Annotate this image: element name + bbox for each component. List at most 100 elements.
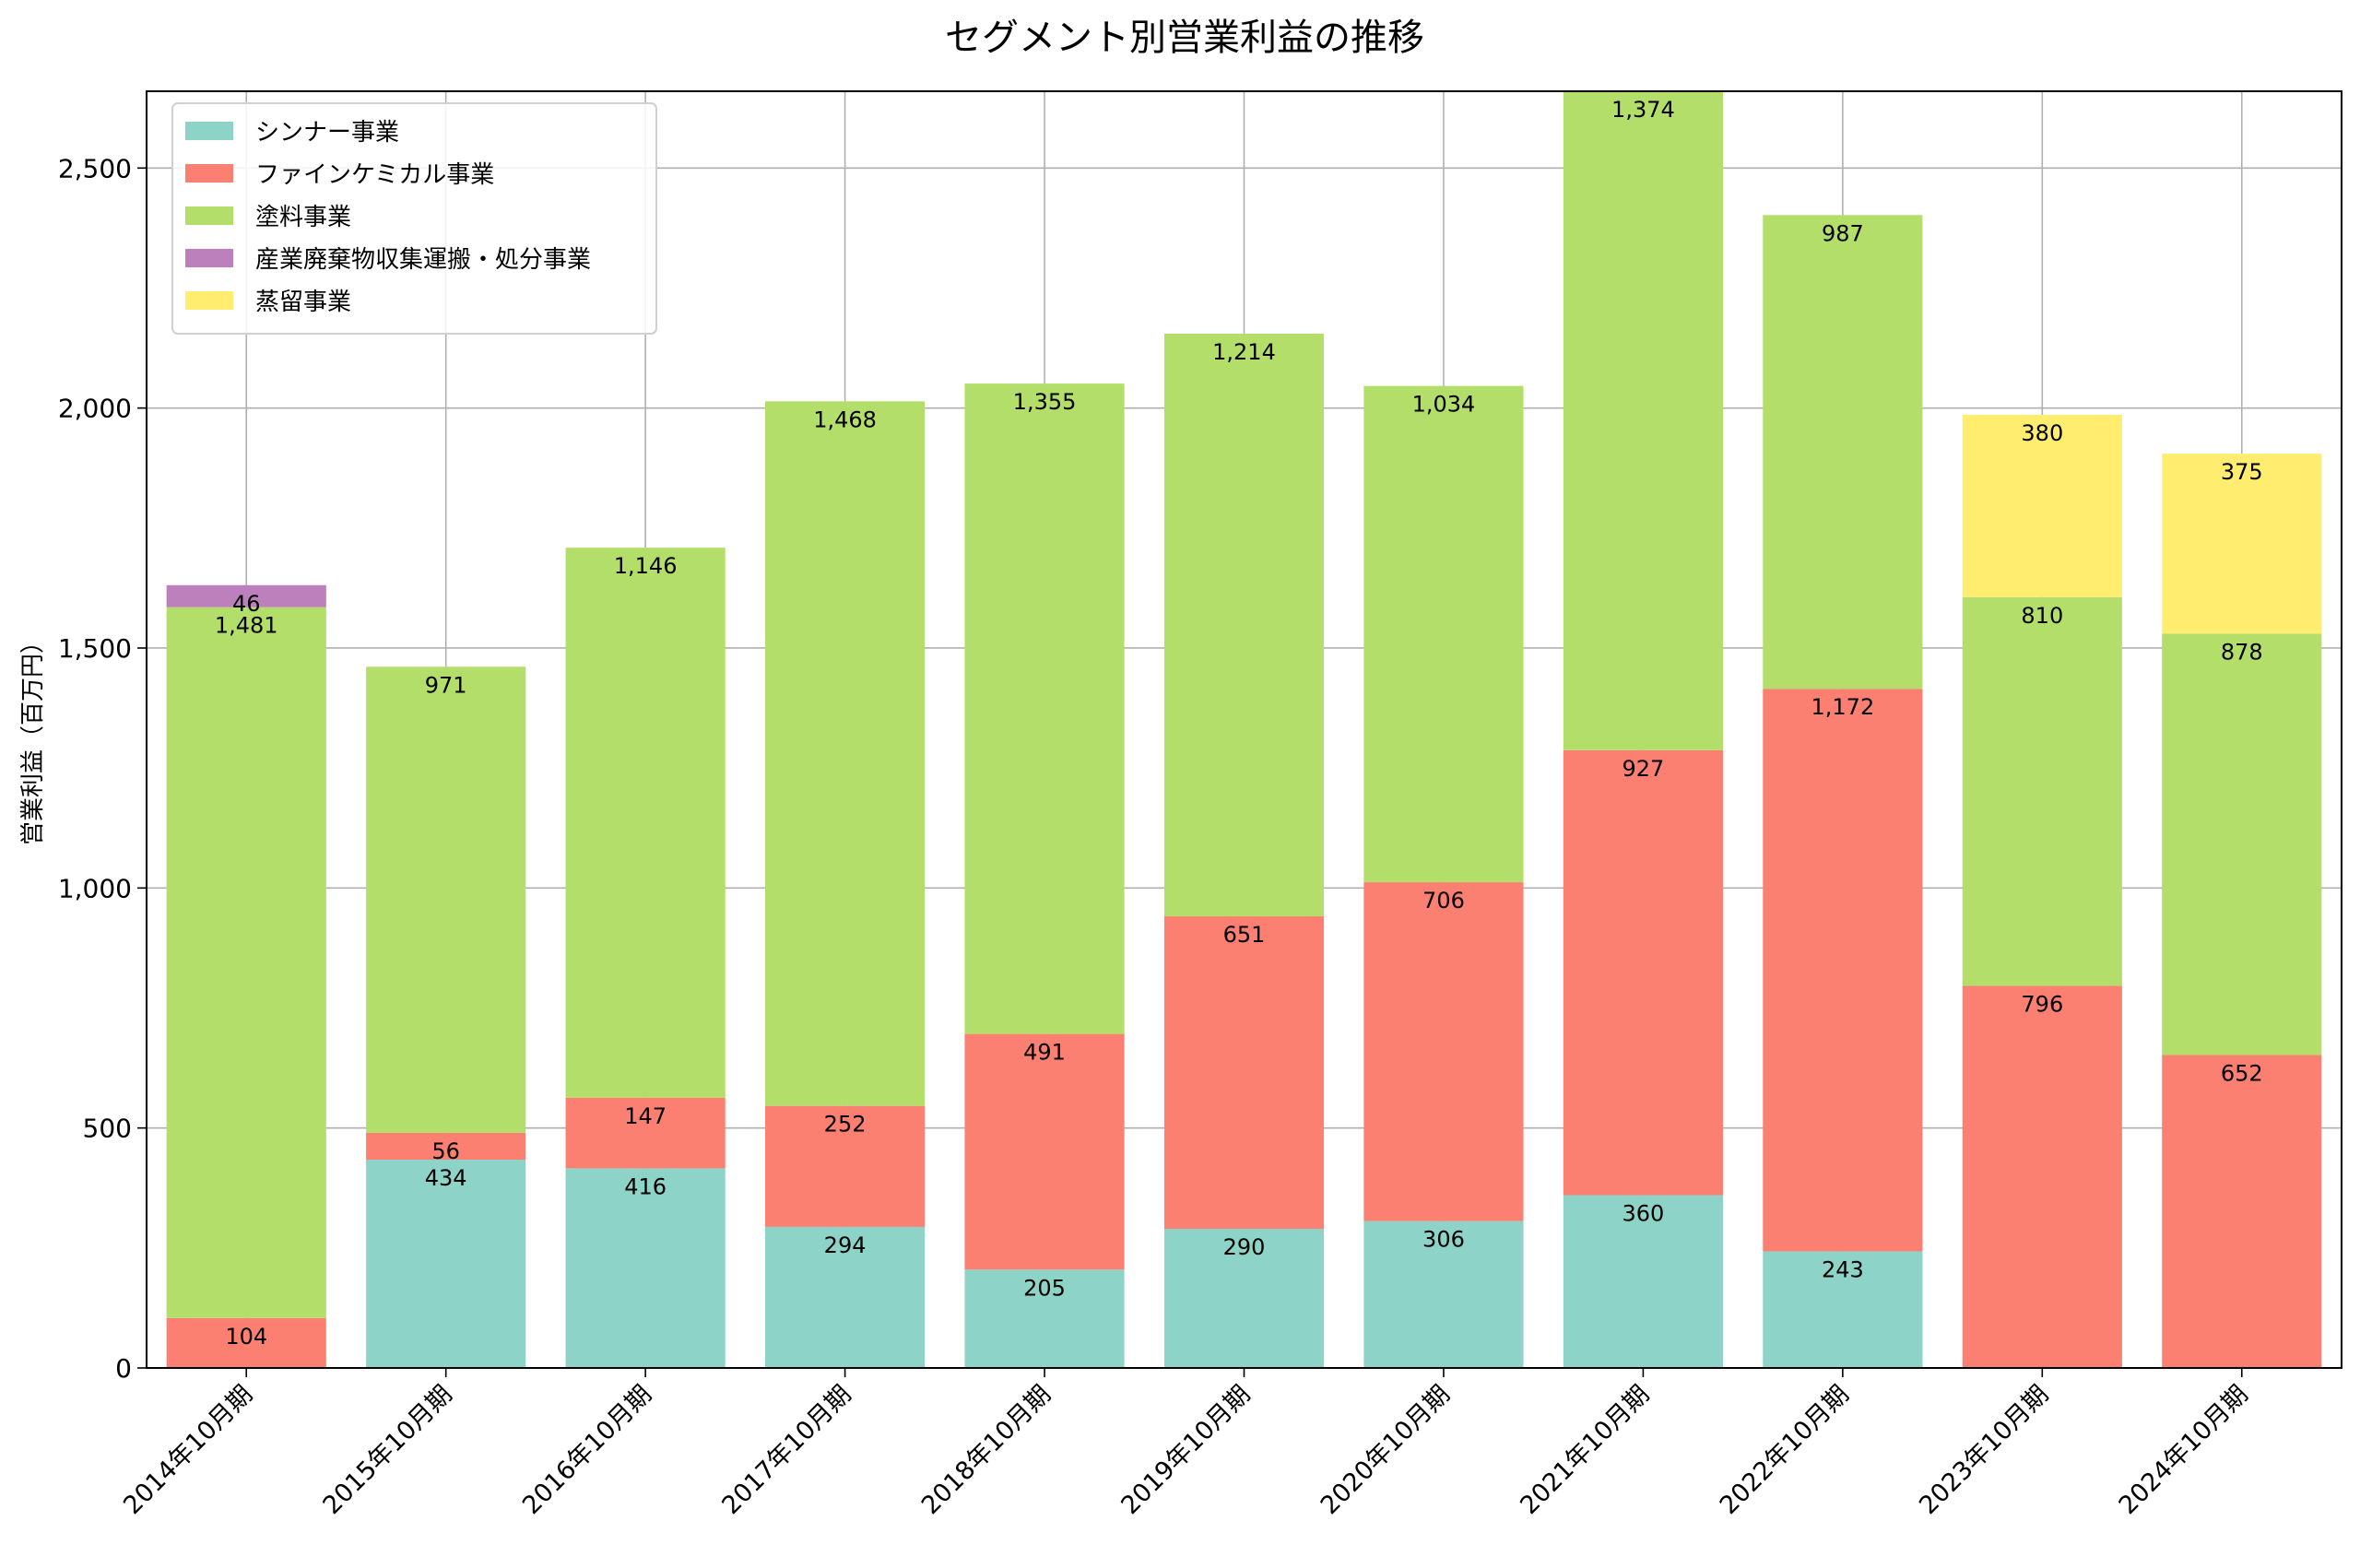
x-tick-label: 2015年10月期: [318, 1380, 458, 1520]
data-label: 306: [1422, 1227, 1465, 1253]
legend-swatch: [185, 291, 233, 310]
bar-segment: [765, 1226, 926, 1368]
bar-segment: [1563, 749, 1723, 1196]
data-label: 360: [1622, 1201, 1665, 1227]
bar-segment: [2162, 454, 2322, 634]
legend-label: 塗料事業: [255, 204, 351, 231]
bar-segment: [366, 666, 526, 1133]
data-label: 1,172: [1811, 694, 1875, 720]
data-label: 796: [2021, 992, 2063, 1018]
data-label: 491: [1023, 1040, 1066, 1066]
bars: [166, 91, 2322, 1368]
y-tick-label: 1,500: [58, 633, 132, 664]
bar-segment: [366, 1160, 526, 1368]
y-axis-label: 営業利益（百万円）: [19, 630, 47, 845]
y-tick-label: 2,500: [58, 153, 132, 183]
bar-segment: [1363, 1220, 1524, 1368]
data-label: 416: [624, 1173, 667, 1199]
data-label: 1,481: [215, 613, 278, 639]
data-label: 652: [2221, 1061, 2263, 1087]
data-label: 375: [2221, 459, 2263, 485]
bar-segment: [2162, 633, 2322, 1055]
data-label: 252: [824, 1112, 867, 1138]
x-tick-label: 2014年10月期: [118, 1380, 258, 1520]
legend-swatch: [185, 249, 233, 267]
data-label: 927: [1622, 756, 1665, 782]
bar-segment: [964, 383, 1125, 1034]
x-tick-label: 2017年10月期: [716, 1380, 856, 1520]
bar-segment: [1163, 333, 1325, 917]
bar-segment: [1163, 1229, 1325, 1368]
x-tick-label: 2023年10月期: [1914, 1380, 2054, 1520]
data-label: 971: [425, 672, 467, 698]
legend-swatch: [185, 164, 233, 183]
bar-segment: [1763, 689, 1923, 1252]
bar-value-labels: 434 416 294 205 290 306 360 243 104 56 147 252 491 65…: [215, 97, 2263, 1350]
y-tick-label: 1,000: [58, 873, 132, 903]
bar-segment: [1962, 414, 2122, 597]
bar-segment: [964, 1033, 1125, 1270]
legend-box: [171, 102, 657, 335]
legend-swatch: [185, 206, 233, 225]
bar-segment: [166, 584, 326, 607]
bar-segment: [1363, 882, 1524, 1221]
y-tick-label: 2,000: [58, 394, 132, 424]
data-label: 878: [2221, 639, 2263, 665]
data-label: 147: [624, 1103, 667, 1129]
data-label: 46: [232, 591, 261, 617]
x-tick-label: 2019年10月期: [1115, 1380, 1256, 1520]
data-label: 243: [1822, 1256, 1864, 1282]
data-label: 810: [2021, 603, 2063, 629]
data-label: 205: [1023, 1275, 1066, 1301]
data-label: 987: [1822, 220, 1864, 246]
data-label: 1,034: [1412, 392, 1476, 418]
data-label: 651: [1223, 922, 1266, 948]
x-tick-label: 2021年10月期: [1515, 1380, 1655, 1520]
data-label: 380: [2021, 420, 2063, 446]
bar-segment: [1363, 385, 1524, 883]
data-label: 434: [425, 1165, 467, 1191]
data-label: 56: [431, 1138, 460, 1164]
bar-segment: [565, 1097, 726, 1169]
data-label: 1,146: [614, 553, 678, 579]
bar-segment: [1563, 91, 1723, 750]
bar-segment: [166, 607, 326, 1318]
legend-label: 蒸留事業: [255, 289, 351, 316]
bar-segment: [366, 1132, 526, 1161]
legend-label: 産業廃棄物収集運搬・処分事業: [255, 246, 591, 274]
bar-segment: [565, 1168, 726, 1368]
data-label: 1,355: [1013, 389, 1077, 415]
data-label: 1,468: [813, 407, 877, 432]
bar-segment: [1563, 1195, 1723, 1368]
legend-swatch: [185, 122, 233, 140]
x-tick-label: 2022年10月期: [1715, 1380, 1855, 1520]
bar-segment: [1163, 916, 1325, 1230]
x-tick-label: 2020年10月期: [1316, 1380, 1456, 1520]
data-label: 1,214: [1212, 339, 1276, 365]
x-tick-label: 2024年10月期: [2114, 1380, 2254, 1520]
data-label: 290: [1223, 1234, 1266, 1260]
bar-segment: [964, 1269, 1125, 1368]
legend-label: シンナー事業: [255, 119, 399, 147]
data-label: 294: [824, 1232, 867, 1258]
data-label: 706: [1422, 888, 1465, 914]
bar-segment: [166, 1317, 326, 1368]
bar-segment: [1962, 596, 2122, 986]
bar-segment: [2162, 1055, 2322, 1368]
bar-segment: [1763, 215, 1923, 690]
chart-title: セグメント別営業利益の推移: [945, 17, 1424, 59]
x-tick-label: 2018年10月期: [916, 1380, 1056, 1520]
y-tick-label: 0: [115, 1353, 132, 1384]
data-label: 1,374: [1611, 97, 1675, 123]
bar-segment: [765, 1105, 926, 1227]
bar-segment: [765, 401, 926, 1106]
bar-segment: [1763, 1251, 1923, 1368]
bar-segment: [565, 548, 726, 1098]
legend-label: ファインケミカル事業: [255, 161, 494, 189]
data-label: 104: [225, 1324, 267, 1350]
y-tick-label: 500: [83, 1114, 132, 1144]
bar-segment: [1962, 985, 2122, 1368]
